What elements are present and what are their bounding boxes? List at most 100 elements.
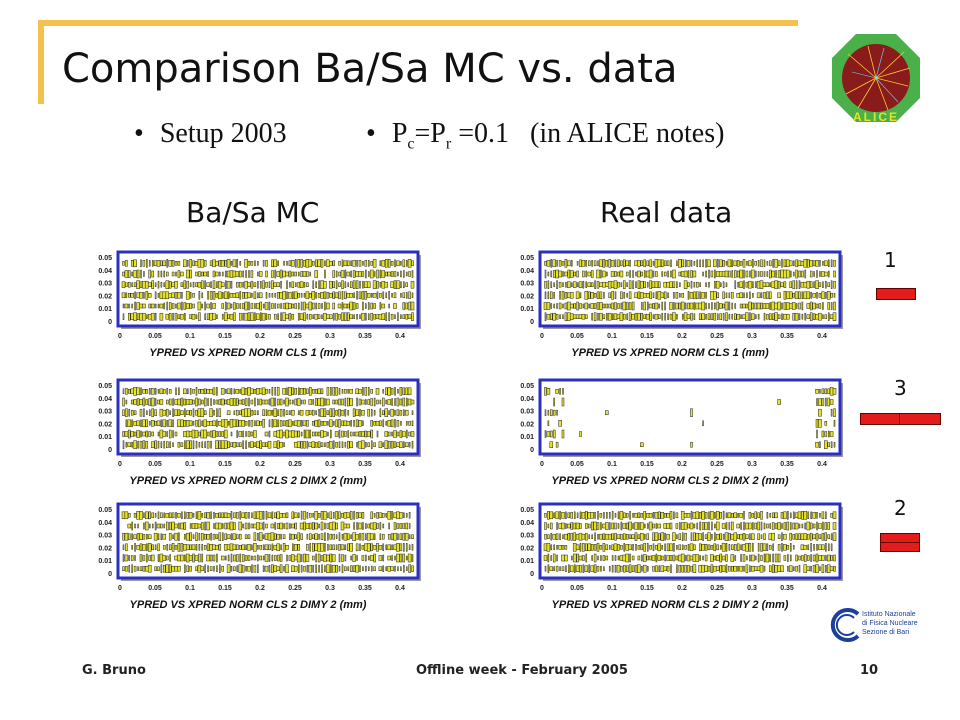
histogram-cell [253,389,257,394]
histogram-cell [748,260,752,267]
histogram-cell [637,564,641,573]
histogram-cell [382,419,385,428]
histogram-cell [815,313,819,320]
histogram-cell [707,532,711,541]
histogram-cell [218,260,222,267]
histogram-cell [297,312,300,321]
histogram-cell [343,523,348,529]
histogram-cell [391,544,393,551]
histogram-cell [335,534,338,539]
histogram-cell [628,312,632,321]
histogram-cell [561,545,565,550]
histogram-cell [558,270,562,278]
histogram-cell [189,314,192,319]
histogram-cell [745,564,749,573]
histogram-cell [708,281,710,288]
histogram-cell [652,314,655,319]
histogram-cell [271,554,274,562]
histogram-cell [549,566,554,571]
histogram-cell [728,292,731,299]
histogram-cell [125,388,128,395]
histogram-cell [815,553,819,563]
histogram-cell [157,270,160,278]
histogram-cell [212,280,216,289]
histogram-cell [241,554,245,562]
histogram-cell [702,271,704,277]
histogram-cell [399,441,403,448]
histogram-cell [177,441,181,448]
histogram-cell [245,565,247,572]
histogram-cell [754,281,757,288]
histogram-cell [264,302,269,310]
histogram-cell [649,259,652,268]
histogram-cell [131,282,133,287]
histogram-cell [341,430,344,438]
histogram-cell [125,565,128,572]
histogram-cell [830,293,833,298]
x-tick-label: 0.05 [570,585,584,592]
histogram-cell [385,421,388,426]
histogram-cell [171,260,175,267]
histogram-cell [293,291,298,300]
histogram-cell [829,566,834,571]
histogram-cell [341,564,344,573]
histogram-cell [596,269,600,279]
histogram-cell [340,521,345,531]
histogram-cell [239,281,242,288]
histogram-cell [774,259,778,268]
histogram-cell [215,261,219,266]
histogram-cell [154,398,157,406]
histogram-cell [226,534,231,539]
histogram-cell [740,314,742,319]
histogram-cell [276,430,280,438]
histogram-cell [220,440,225,449]
histogram-cell [315,410,317,415]
histogram-cell [125,282,128,287]
histogram-cell [555,313,559,320]
bullet-p-c: P [391,118,408,149]
histogram-cell [314,259,318,268]
histogram-cell [576,301,579,311]
histogram-cell [752,293,754,298]
histogram-cell [359,314,361,319]
histogram-cell [238,521,243,531]
histogram-cell [273,259,278,268]
histogram-cell [303,388,306,395]
histogram-cell [352,408,356,417]
histogram-cell [139,511,143,520]
histogram-cell [133,513,137,518]
histogram-cell [407,387,412,396]
histogram-cell [792,271,795,277]
histogram-cell [200,259,205,268]
histogram-cell [787,554,789,562]
histogram-cell [617,281,620,288]
histogram-cell [312,534,315,539]
histogram-cell [280,533,282,540]
histogram-cell [253,291,257,300]
histogram-cell [188,512,193,519]
histogram-cell [195,544,198,551]
histogram-cell [283,442,285,447]
histogram-cell [303,399,306,405]
histogram-cell [640,522,644,530]
histogram-cell [705,292,707,299]
histogram-cell [587,512,592,519]
histogram-cell [597,511,599,520]
histogram-cell [239,312,242,321]
histogram-cell [803,511,808,520]
plot-title: YPRED VS XPRED NORM CLS 2 DIMY 2 (mm) [130,599,367,611]
histogram-cell [213,409,215,416]
histogram-cell [599,302,603,310]
histogram-cell [194,523,199,529]
histogram-cell [366,532,371,541]
histogram-cell [320,259,324,268]
histogram-cell [382,554,385,562]
histogram-cell [183,420,187,427]
bullet-prob-text: =0.1 (in ALICE notes) [451,118,725,149]
histogram-cell [353,420,355,427]
histogram-cell [362,387,364,396]
histogram-cell [277,313,279,320]
histogram-cell [232,259,237,268]
x-tick-label: 0.05 [570,461,584,468]
